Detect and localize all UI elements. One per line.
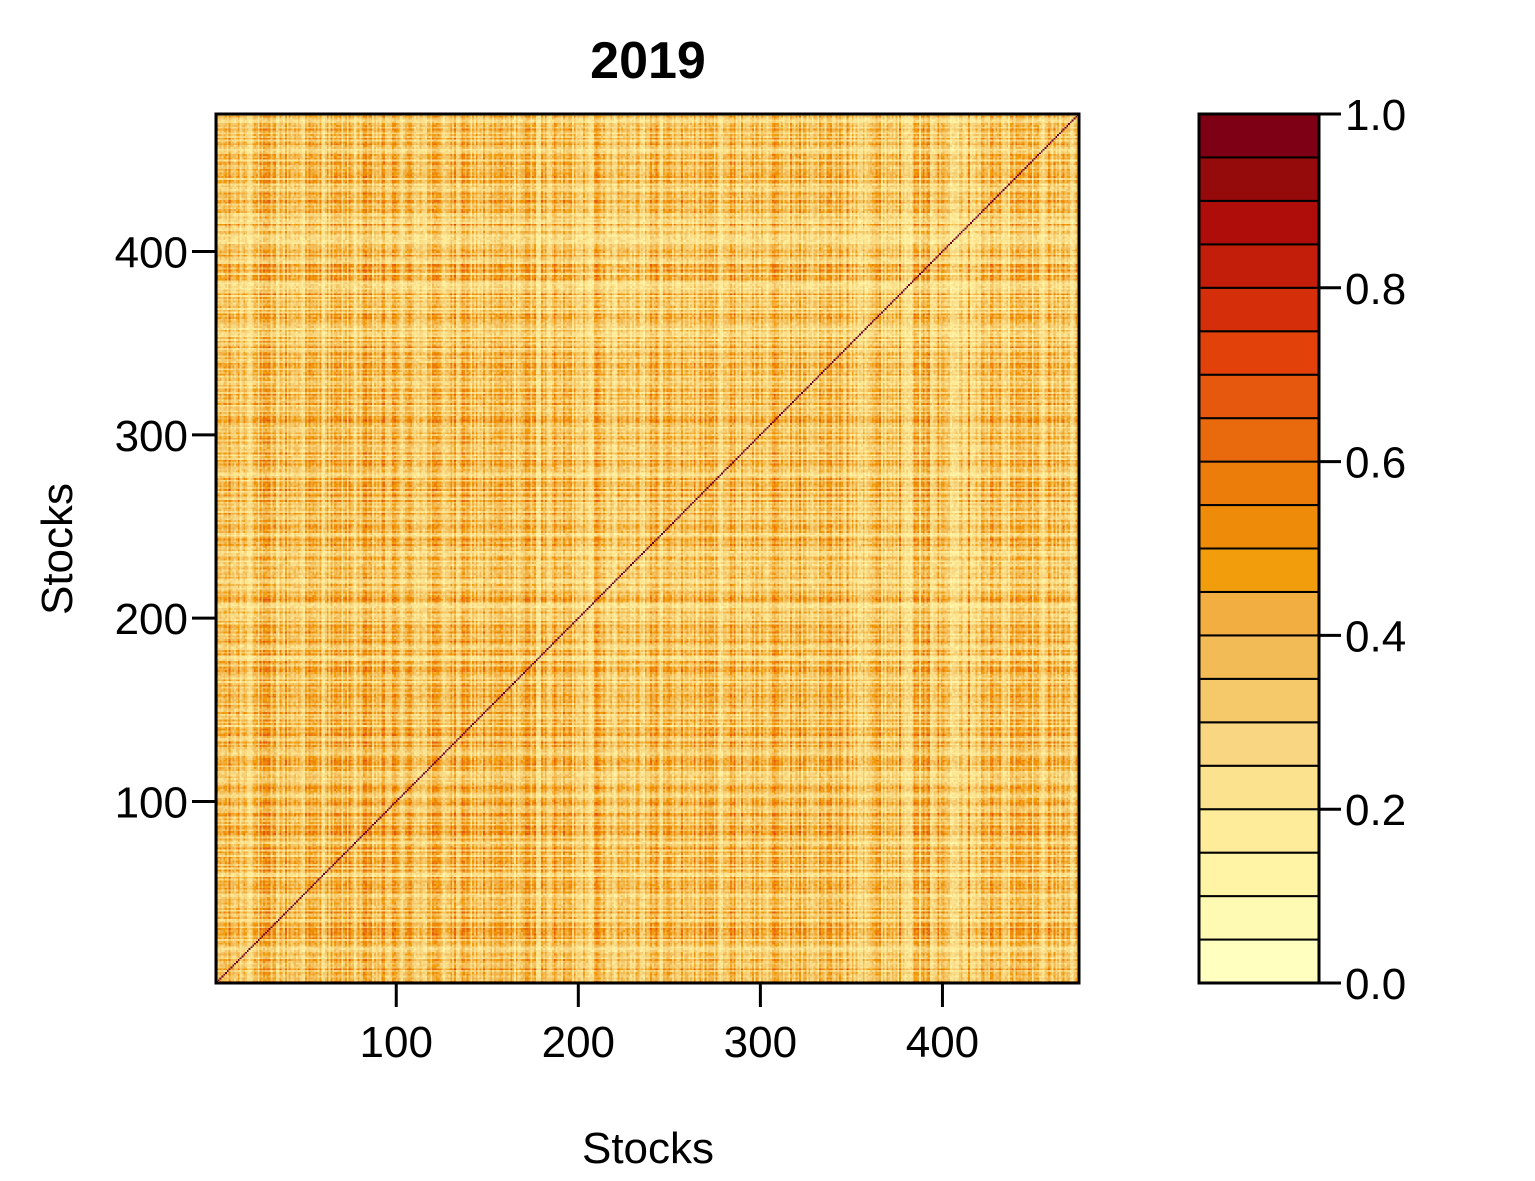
colorbar-swatch	[1198, 113, 1320, 159]
colorbar-tick-label: 0.2	[1345, 786, 1406, 835]
colorbar-swatch	[1198, 547, 1320, 593]
y-axis-label: Stocks	[33, 483, 82, 615]
x-tick-label: 400	[906, 1018, 979, 1067]
heatmap-cells	[216, 114, 1079, 983]
y-tick-label: 100	[115, 779, 188, 828]
colorbar-swatch	[1198, 851, 1320, 898]
colorbar-swatch	[1198, 243, 1320, 289]
colorbar-swatch	[1198, 460, 1320, 507]
colorbar-tick-label: 0.6	[1345, 439, 1406, 488]
y-axis: 100 200 300 400	[115, 229, 216, 828]
colorbar-swatch	[1198, 634, 1320, 680]
plot-frame	[214, 112, 1081, 985]
y-tick-label: 300	[115, 412, 188, 461]
colorbar-swatch	[1198, 677, 1320, 724]
colorbar-swatch	[1198, 373, 1320, 420]
colorbar-swatch	[1198, 286, 1320, 333]
x-tick-label: 200	[542, 1018, 615, 1067]
colorbar-frame	[1197, 112, 1321, 985]
heatmap-matrix	[216, 114, 1079, 983]
x-axis: 100 200 300 400	[360, 983, 979, 1067]
colorbar-tick-label: 0.8	[1345, 265, 1406, 314]
colorbar-swatch	[1198, 199, 1320, 246]
chart-title: 2019	[590, 32, 706, 90]
colorbar-swatch	[1198, 808, 1320, 854]
colorbar-swatch	[1198, 417, 1320, 463]
x-tick-label: 100	[360, 1018, 433, 1067]
colorbar-tick-label: 0.4	[1345, 612, 1406, 661]
colorbar-swatch	[1198, 590, 1320, 637]
x-axis-label: Stocks	[582, 1124, 714, 1173]
colorbar-swatch	[1198, 330, 1320, 376]
colorbar-tick-label: 0.0	[1345, 960, 1406, 1009]
y-tick-label: 200	[115, 595, 188, 644]
colorbar-swatch	[1198, 938, 1320, 984]
colorbar-swatch	[1198, 721, 1320, 767]
colorbar-tick-label: 1.0	[1345, 91, 1406, 140]
colorbar: 0.0 0.2 0.4 0.6 0.8 1.0	[1197, 91, 1406, 1009]
colorbar-swatch	[1198, 764, 1320, 811]
colorbar-swatch	[1198, 156, 1320, 202]
colorbar-swatch	[1198, 895, 1320, 941]
colorbar-swatch	[1198, 504, 1320, 550]
y-tick-label: 400	[115, 229, 188, 278]
x-tick-label: 300	[724, 1018, 797, 1067]
